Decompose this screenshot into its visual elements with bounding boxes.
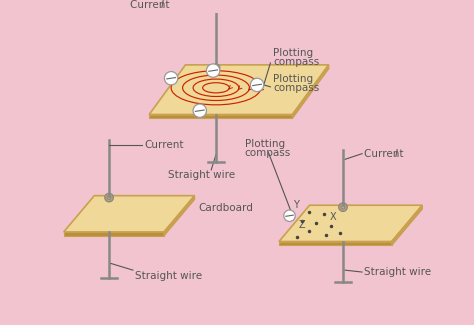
Text: Plotting: Plotting [273,74,313,84]
Text: compass: compass [273,57,319,67]
Circle shape [193,104,207,117]
Circle shape [214,66,218,70]
Polygon shape [292,65,328,118]
Circle shape [212,64,220,72]
Circle shape [250,78,264,92]
Text: Straight wire: Straight wire [135,271,202,281]
Text: Cardboard: Cardboard [198,203,253,213]
Circle shape [107,196,111,200]
Text: Plotting: Plotting [273,48,313,58]
Polygon shape [149,114,292,118]
Circle shape [105,193,113,202]
Text: compass: compass [245,148,291,158]
Text: Plotting: Plotting [245,139,285,149]
Text: Z: Z [299,220,306,230]
Text: compass: compass [273,83,319,93]
Polygon shape [64,232,164,236]
Polygon shape [279,241,392,245]
Text: I: I [394,149,398,159]
Text: I: I [161,0,164,10]
Circle shape [284,210,295,221]
Text: Straight wire: Straight wire [364,267,431,277]
Polygon shape [279,205,422,241]
Circle shape [339,203,347,212]
Polygon shape [64,196,194,232]
Circle shape [341,205,345,209]
Text: Straight wire: Straight wire [168,170,235,180]
Polygon shape [149,65,328,114]
Text: Current: Current [364,149,407,159]
Polygon shape [164,196,194,236]
Text: Current: Current [145,140,184,150]
Text: Y: Y [293,200,299,210]
Polygon shape [392,205,422,245]
Circle shape [207,64,220,77]
Text: Current: Current [130,0,173,10]
Circle shape [164,72,178,85]
Text: X: X [329,213,336,223]
